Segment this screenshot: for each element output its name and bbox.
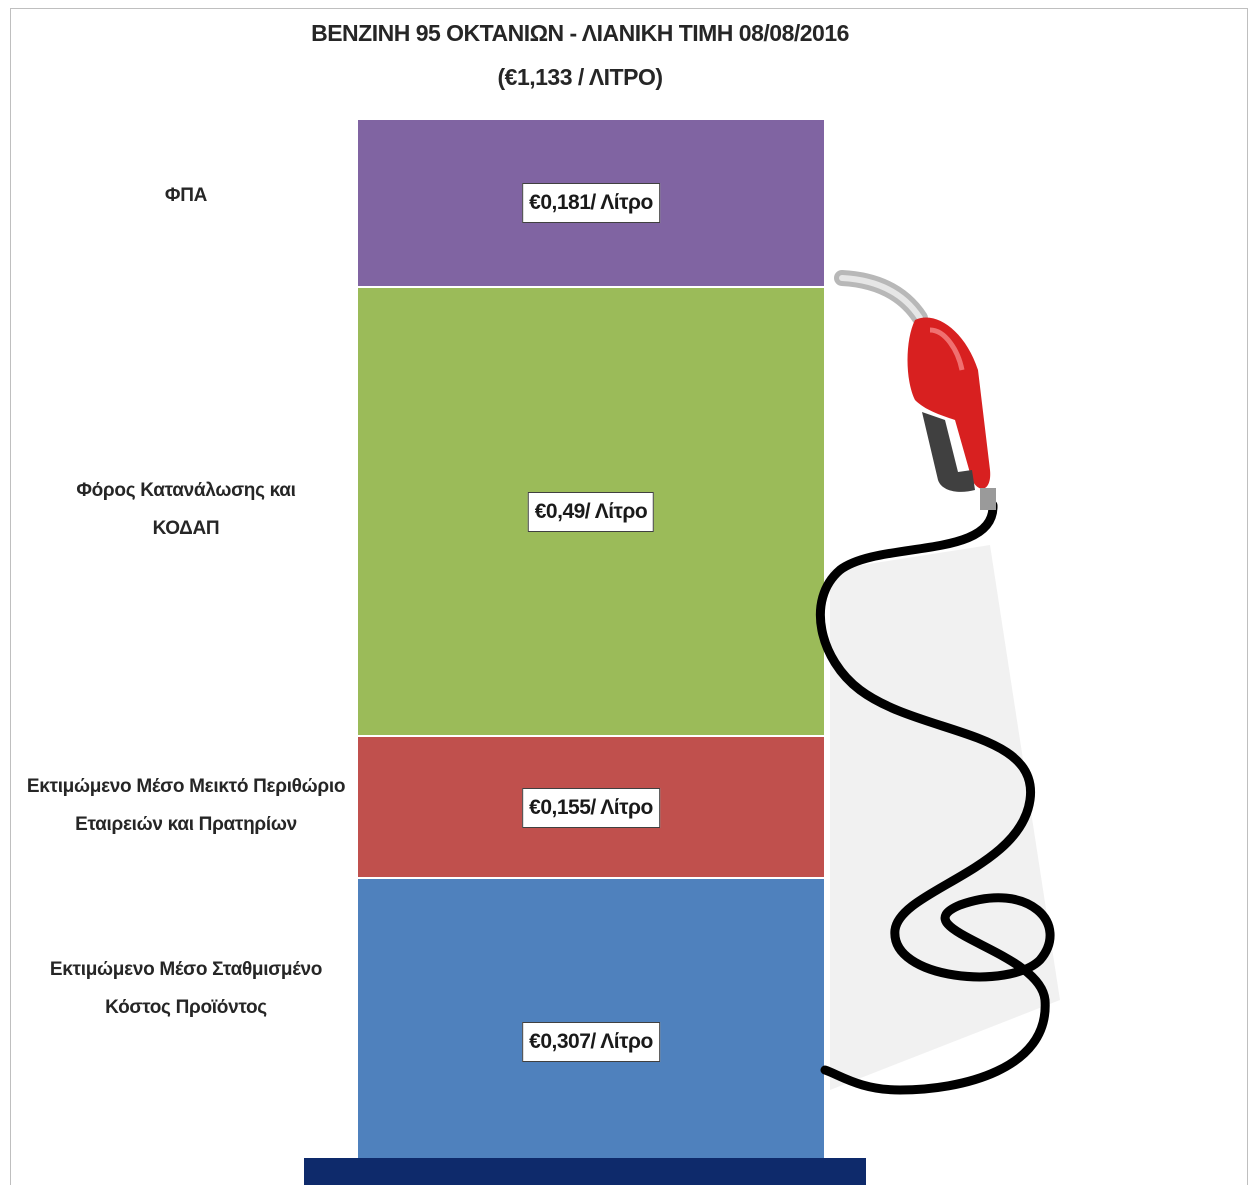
- segment-category-line: ΦΠΑ: [164, 185, 208, 207]
- bar-segment: €0,181/ Λίτρο: [358, 120, 824, 286]
- chart-title: ΒΕΝΖΙΝΗ 95 ΟΚΤΑΝΙΩΝ - ΛΙΑΝΙΚΗ ΤΙΜΗ 08/08…: [311, 20, 849, 46]
- pump-base: [304, 1158, 866, 1185]
- segment-value-label: €0,307/ Λίτρο: [522, 1021, 660, 1062]
- segment-category-label: ΦΠΑ: [18, 177, 354, 215]
- segment-category-line: Εκτιμώμενο Μέσο Μεικτό Περιθώριο: [26, 775, 346, 797]
- segment-category-line: Εταιρειών και Πρατηρίων: [75, 813, 297, 835]
- bar-segment: €0,49/ Λίτρο: [358, 285, 824, 735]
- chart-frame: [10, 8, 1248, 1185]
- chart-subtitle: (€1,133 / ΛΙΤΡΟ): [497, 64, 664, 90]
- fuel-nozzle-icon: [834, 270, 996, 510]
- segment-category-line: ΚΟΔΑΠ: [152, 518, 220, 540]
- segment-category-line: Εκτιμώμενο Μέσο Σταθμισμένο: [49, 959, 323, 981]
- segment-category-label: Εκτιμώμενο Μέσο Μεικτό Περιθώριο Εταιρειώ…: [18, 768, 354, 844]
- segment-value-label: €0,49/ Λίτρο: [527, 492, 655, 533]
- bar-segment: €0,155/ Λίτρο: [358, 734, 824, 877]
- segment-value-label: €0,181/ Λίτρο: [522, 182, 660, 223]
- segment-category-line: Φόρος Κατανάλωσης και: [76, 480, 296, 502]
- segment-category-line: Κόστος Προϊόντος: [105, 997, 267, 1019]
- segment-category-label: Φόρος Κατανάλωσης και ΚΟΔΑΠ: [18, 472, 354, 548]
- segment-category-label: Εκτιμώμενο Μέσο Σταθμισμένο Κόστος Προϊόν…: [18, 951, 354, 1027]
- fuel-hose-icon: [815, 500, 1055, 1095]
- bar-segment: €0,307/ Λίτρο: [358, 876, 824, 1158]
- segment-value-label: €0,155/ Λίτρο: [522, 787, 660, 828]
